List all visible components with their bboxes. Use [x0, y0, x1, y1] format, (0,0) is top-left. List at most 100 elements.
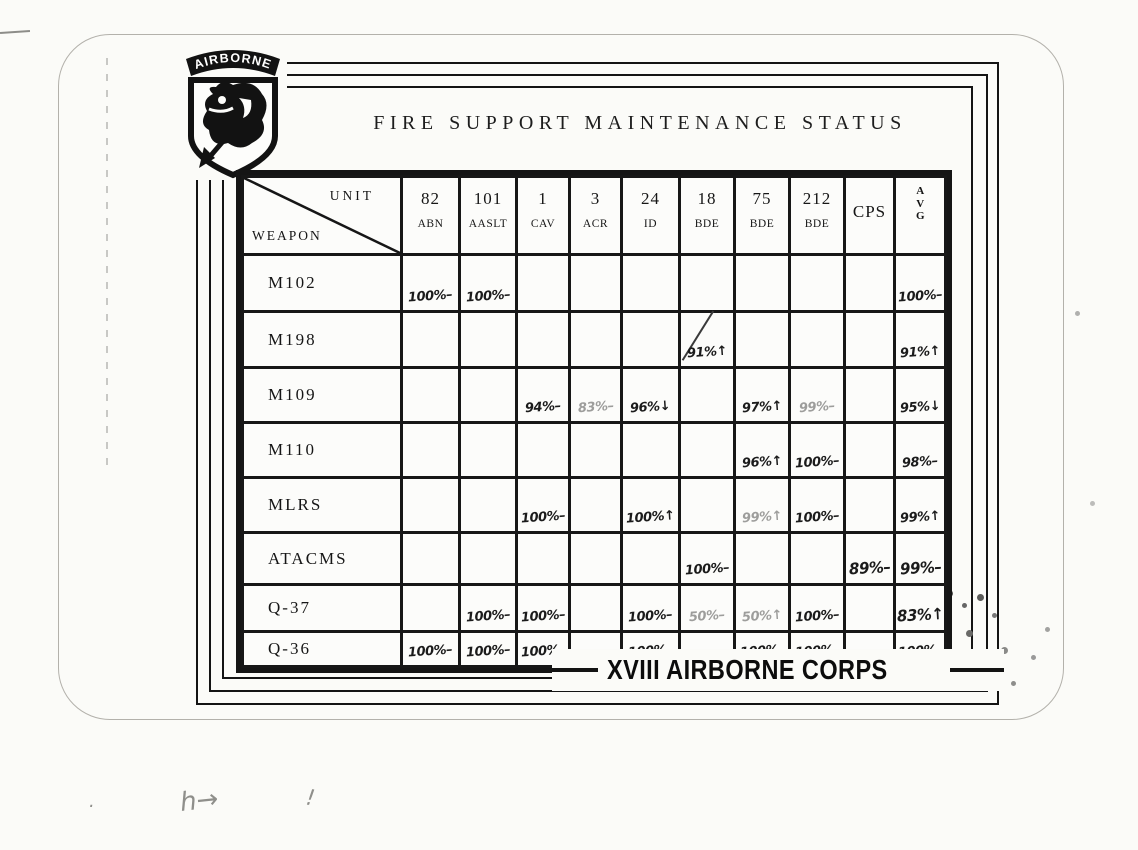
status-cell [400, 310, 461, 369]
status-cell [400, 366, 461, 424]
status-value: 91%↑ [686, 343, 728, 362]
unit-type: BDE [749, 218, 775, 230]
status-cell [568, 583, 623, 633]
photocopy-noise [0, 0, 3, 3]
weapon-label: M110 [241, 421, 403, 479]
corps-banner-label: XVIII AIRBORNE CORPS [607, 654, 888, 685]
table-row: M198 91%↑ 91%↑ [241, 310, 948, 369]
status-cell: 100%– [788, 583, 846, 633]
status-value: 100%– [520, 607, 566, 626]
unit-number: 101 [473, 189, 503, 208]
status-cell: 100%– [678, 531, 736, 586]
status-cell [733, 310, 791, 369]
status-cell [458, 476, 518, 534]
paper-edge-line [106, 58, 108, 468]
weapon-label: Q-37 [241, 583, 403, 633]
status-value: 94%– [524, 398, 562, 417]
status-cell [843, 476, 896, 534]
table-row: ATACMS 100%– 89%– 99%– [241, 531, 948, 586]
unit-number: 212 [802, 189, 832, 208]
pencil-mark-exclaim: ! [304, 785, 317, 812]
status-cell: 94%– [515, 366, 571, 424]
status-cell: 50%↑ [733, 583, 791, 633]
status-cell [733, 253, 791, 313]
avg-letter: V [916, 197, 925, 210]
status-cell: 100%– [892, 253, 948, 313]
status-cell [400, 421, 461, 479]
status-cell: 100%– [458, 583, 518, 633]
status-cell [678, 366, 736, 424]
status-cell [733, 531, 791, 586]
status-cell [458, 421, 518, 479]
status-value: 100%– [627, 607, 674, 626]
weapon-label: M109 [241, 366, 403, 424]
weapon-label: M102 [241, 253, 403, 313]
corner-header-cell: UNIT WEAPON [241, 175, 403, 256]
pencil-mark-dot: · [88, 796, 94, 817]
corps-banner: XVIII AIRBORNE CORPS [552, 649, 1004, 691]
status-cell: 99%– [892, 531, 948, 586]
status-cell: 98%– [892, 421, 948, 479]
status-cell: 100%– [788, 476, 846, 534]
status-cell: 91%↑ [892, 310, 948, 369]
status-cell [515, 531, 571, 586]
corner-label-weapon: WEAPON [252, 228, 322, 243]
status-cell [620, 310, 681, 369]
scan-artifact-dash [0, 29, 31, 35]
status-value: 100%– [897, 287, 943, 306]
status-cell: 100%– [620, 583, 681, 633]
corner-label-unit: UNIT [329, 188, 374, 203]
status-cell: 100%– [458, 630, 518, 668]
xviii-airborne-corps-patch-icon: AIRBORNE [179, 38, 287, 180]
unit-type: CAV [530, 218, 556, 230]
status-value: 96%↑ [741, 453, 783, 472]
unit-type: ACR [582, 218, 609, 230]
status-value: 98%– [901, 453, 939, 472]
status-cell: 100%– [515, 583, 571, 633]
column-header-24: 24 ID [620, 175, 681, 256]
status-cell: 99%↑ [892, 476, 948, 534]
status-value: 100%– [465, 287, 511, 306]
pencil-mark-scribble: h→ [178, 784, 220, 818]
unit-number: CPS [852, 202, 887, 221]
weapon-label: MLRS [241, 476, 403, 534]
unit-type: ID [643, 218, 658, 230]
status-value: 100%– [794, 607, 840, 626]
column-header-212: 212 BDE [788, 175, 846, 256]
status-value: 50%↑ [741, 607, 783, 626]
status-cell [458, 531, 518, 586]
status-cell [568, 310, 623, 369]
corner-diagonal-line [244, 178, 400, 253]
status-cell [620, 531, 681, 586]
unit-type: ABN [417, 218, 444, 230]
status-value: 100%– [465, 607, 511, 626]
slide-frame-outer [196, 62, 999, 705]
transparency-edge [58, 34, 1064, 720]
status-value: 95%↓ [899, 398, 941, 417]
unit-number: 3 [590, 189, 601, 208]
status-cell: 99%↑ [733, 476, 791, 534]
status-cell [400, 476, 461, 534]
slide-title: FIRE SUPPORT MAINTENANCE STATUS [373, 112, 907, 134]
status-cell [620, 253, 681, 313]
avg-letter: A [916, 185, 925, 197]
status-cell [515, 310, 571, 369]
status-cell [568, 421, 623, 479]
status-cell [843, 583, 896, 633]
status-value: 100%– [520, 508, 566, 527]
status-cell [620, 421, 681, 479]
status-cell [843, 366, 896, 424]
status-value: 91%↑ [899, 343, 941, 362]
column-header-18: 18 BDE [678, 175, 736, 256]
unit-type: AASLT [468, 218, 508, 230]
status-cell [678, 476, 736, 534]
status-value: 96%↓ [630, 398, 671, 417]
status-cell [678, 421, 736, 479]
weapon-label: M198 [241, 310, 403, 369]
column-header-101: 101 AASLT [458, 175, 518, 256]
column-header-3: 3 ACR [568, 175, 623, 256]
column-header-cps: CPS [843, 175, 896, 256]
unit-type: BDE [804, 218, 830, 230]
banner-rule-left [552, 668, 598, 672]
